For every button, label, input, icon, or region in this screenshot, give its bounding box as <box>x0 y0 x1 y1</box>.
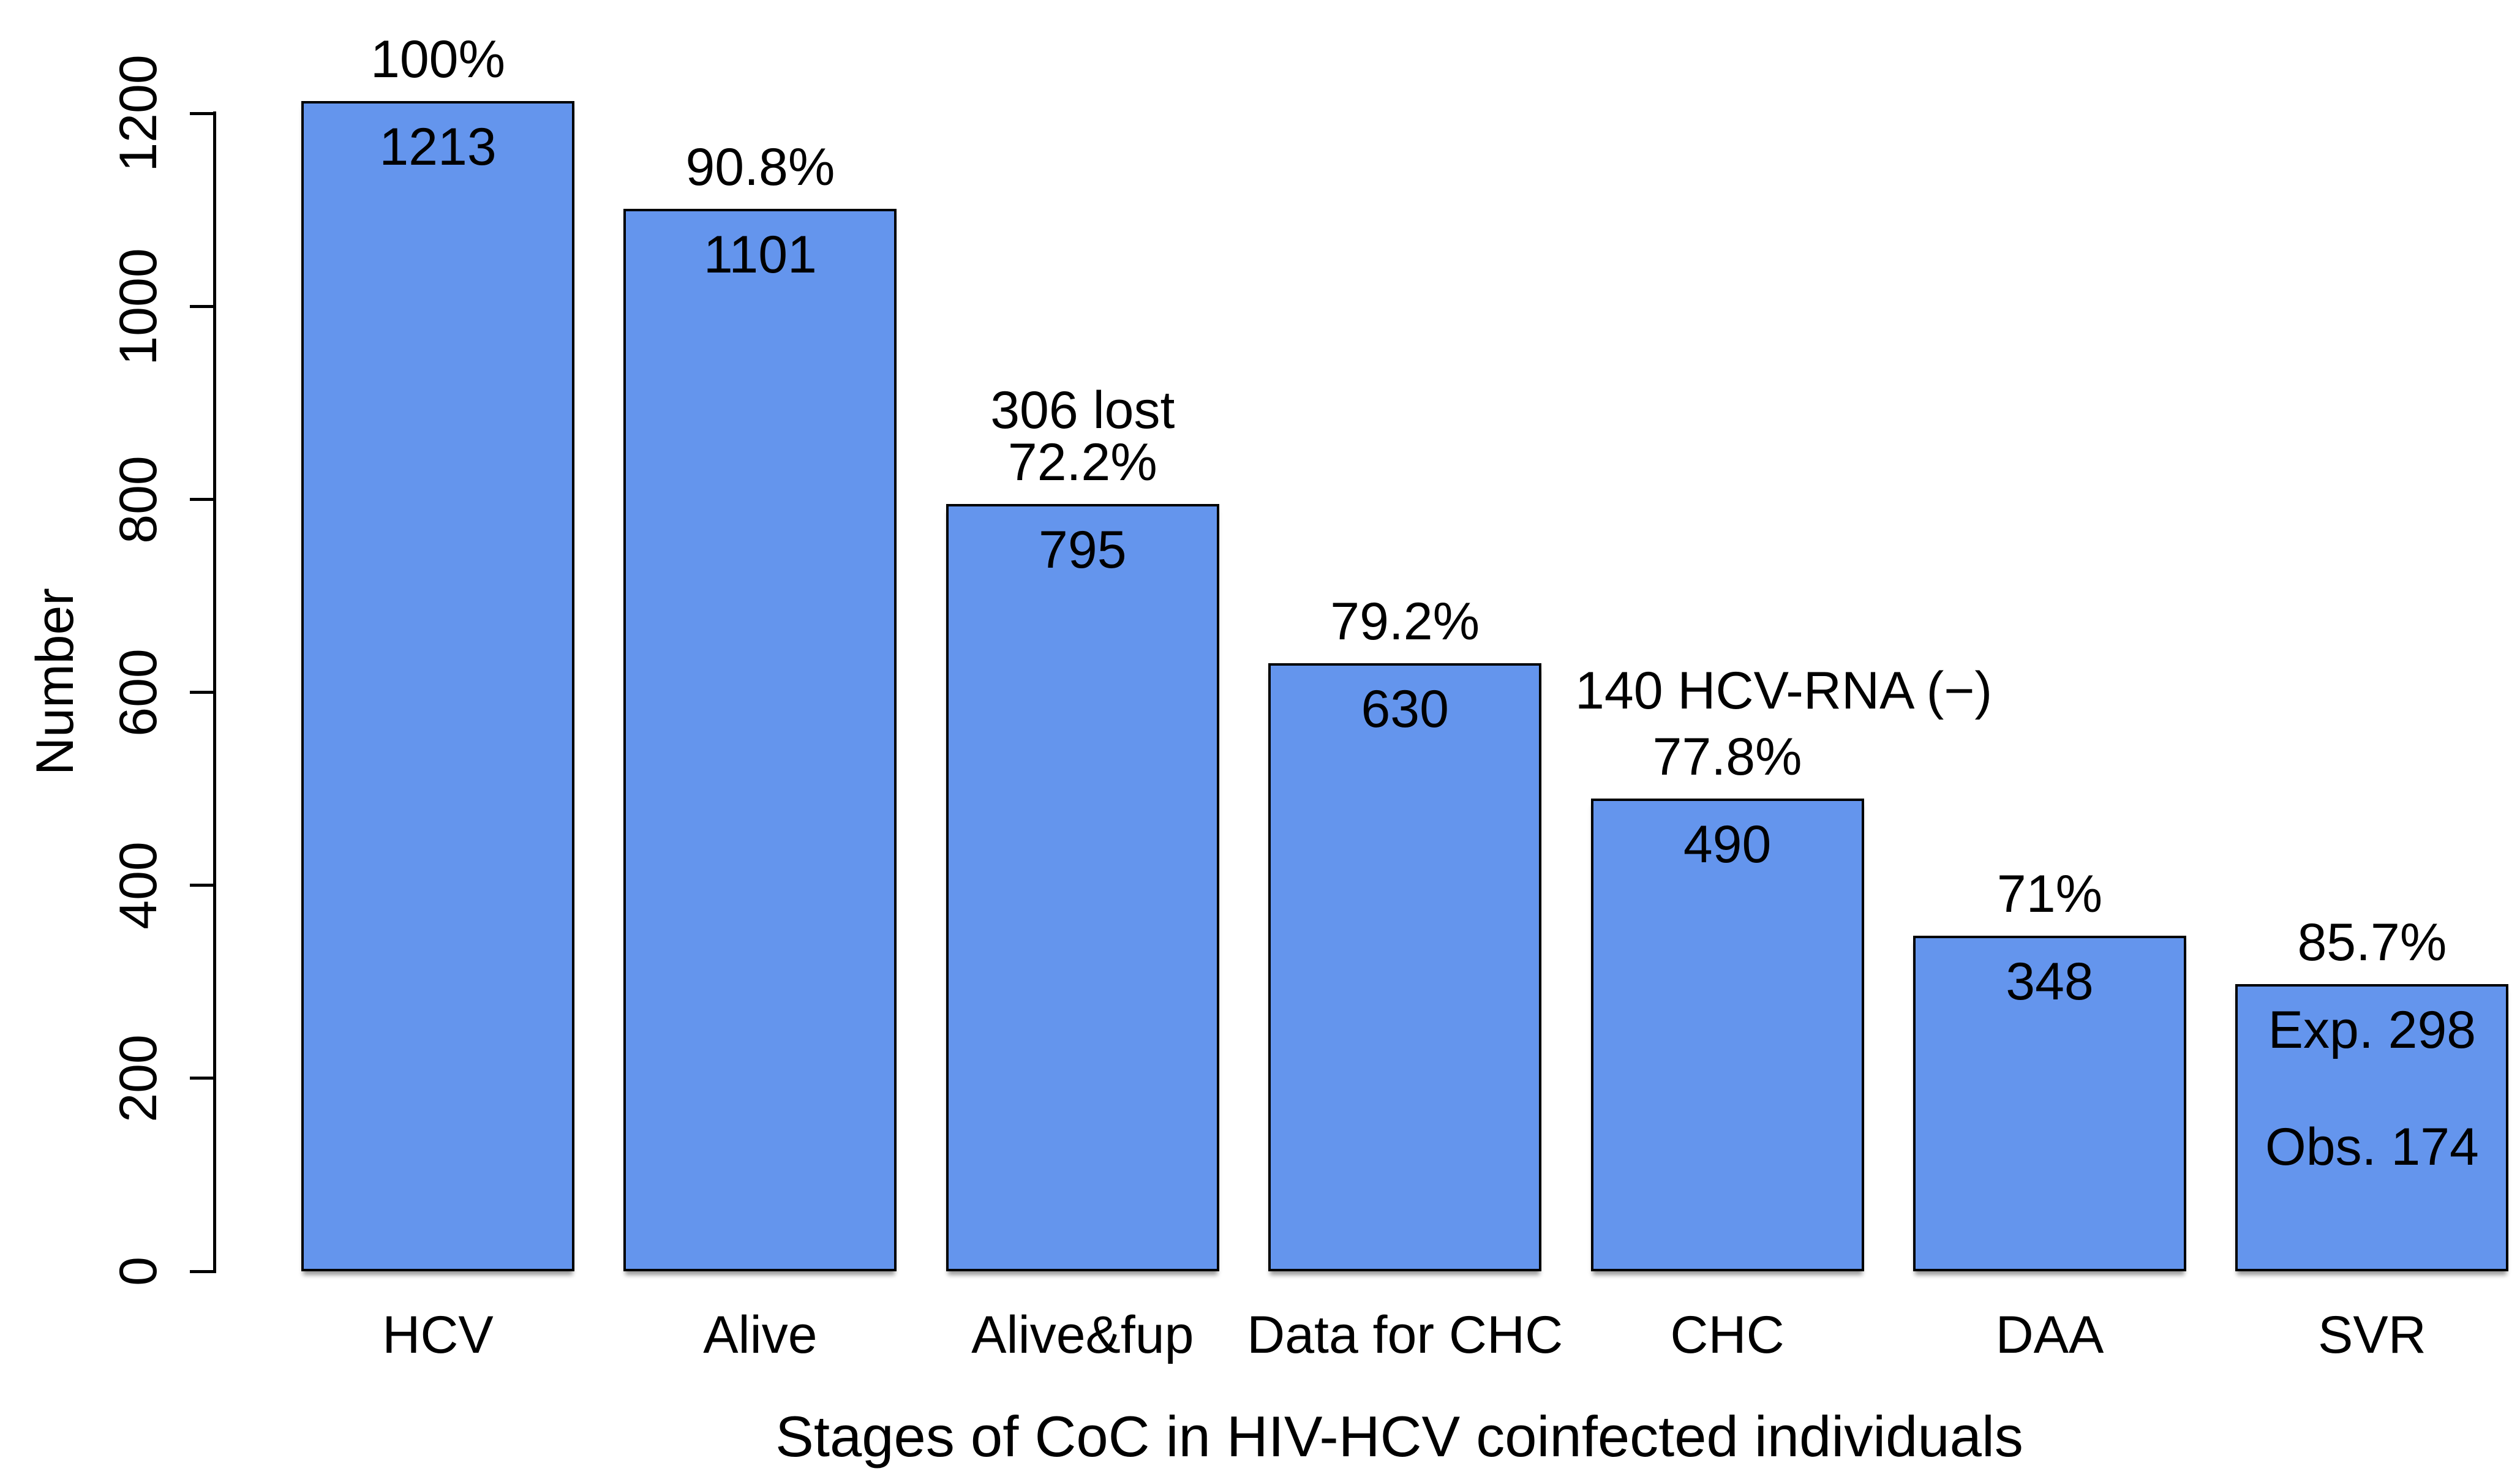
y-axis-tick <box>190 305 216 308</box>
y-axis-tick-label: 1200 <box>109 55 168 173</box>
y-axis-tick-label: 200 <box>109 1034 168 1122</box>
percent-label-data-for-chc: 79.2% <box>1330 592 1480 652</box>
x-axis-category-label-alive: Alive <box>703 1306 818 1364</box>
percent-label-alive: 90.8% <box>685 138 835 197</box>
bar-svr <box>2235 983 2509 1271</box>
bar-value-label-alive: 1101 <box>703 225 817 285</box>
y-axis-tick <box>190 1269 216 1273</box>
x-axis-category-label-alive-fup: Alive&fup <box>971 1306 1194 1364</box>
bar-annotation-chc: 140 HCV-RNA (−) <box>1575 661 1993 720</box>
percent-label-daa: 71% <box>1996 864 2103 923</box>
bar-value-label-data-for-chc: 630 <box>1361 680 1449 739</box>
bar-value-label-daa: 348 <box>2006 952 2094 1011</box>
y-axis-tick-label: 400 <box>109 841 168 930</box>
y-axis-tick <box>190 1077 216 1080</box>
bar-hcv <box>301 100 574 1271</box>
x-axis-category-label-daa: DAA <box>1995 1306 2104 1364</box>
bar-value-label-svr-2: Obs. 174 <box>2265 1117 2479 1176</box>
y-axis-tick-label: 600 <box>109 648 168 737</box>
x-axis-category-label-hcv: HCV <box>382 1306 494 1364</box>
x-axis-category-label-chc: CHC <box>1670 1306 1785 1364</box>
percent-label-chc: 77.8% <box>1652 728 1802 786</box>
bar-chc <box>1590 799 1864 1271</box>
bar-alive-fup <box>946 504 1219 1271</box>
bar-value-label-alive-fup: 795 <box>1039 521 1127 580</box>
x-axis-title: Stages of CoC in HIV-HCV coinfected indi… <box>775 1404 2023 1468</box>
bar-daa <box>1913 935 2186 1271</box>
x-axis-category-label-svr: SVR <box>2317 1306 2426 1364</box>
bar-alive <box>623 209 897 1271</box>
y-axis-tick <box>190 111 216 115</box>
y-axis-tick-label: 1000 <box>109 247 168 366</box>
bar-data-for-chc <box>1268 663 1542 1271</box>
y-axis-tick <box>190 498 216 502</box>
y-axis-tick <box>190 691 216 694</box>
bar-value-label-svr-1: Exp. 298 <box>2268 1000 2477 1059</box>
percent-label-hcv: 100% <box>370 29 505 89</box>
percent-label-alive-fup: 72.2% <box>1007 433 1157 492</box>
y-axis-tick-label: 800 <box>109 455 168 544</box>
bar-value-label-hcv: 1213 <box>379 117 497 176</box>
y-axis-tick <box>190 884 216 887</box>
y-axis-title: Number <box>26 588 85 775</box>
y-axis-tick-label: 0 <box>109 1257 168 1286</box>
x-axis-category-label-data-for-chc: Data for CHC <box>1247 1306 1563 1364</box>
bar-value-label-chc: 490 <box>1683 815 1772 874</box>
bar-annotation-alive-fup: 306 lost <box>990 381 1175 440</box>
percent-label-svr: 85.7% <box>2297 912 2447 972</box>
